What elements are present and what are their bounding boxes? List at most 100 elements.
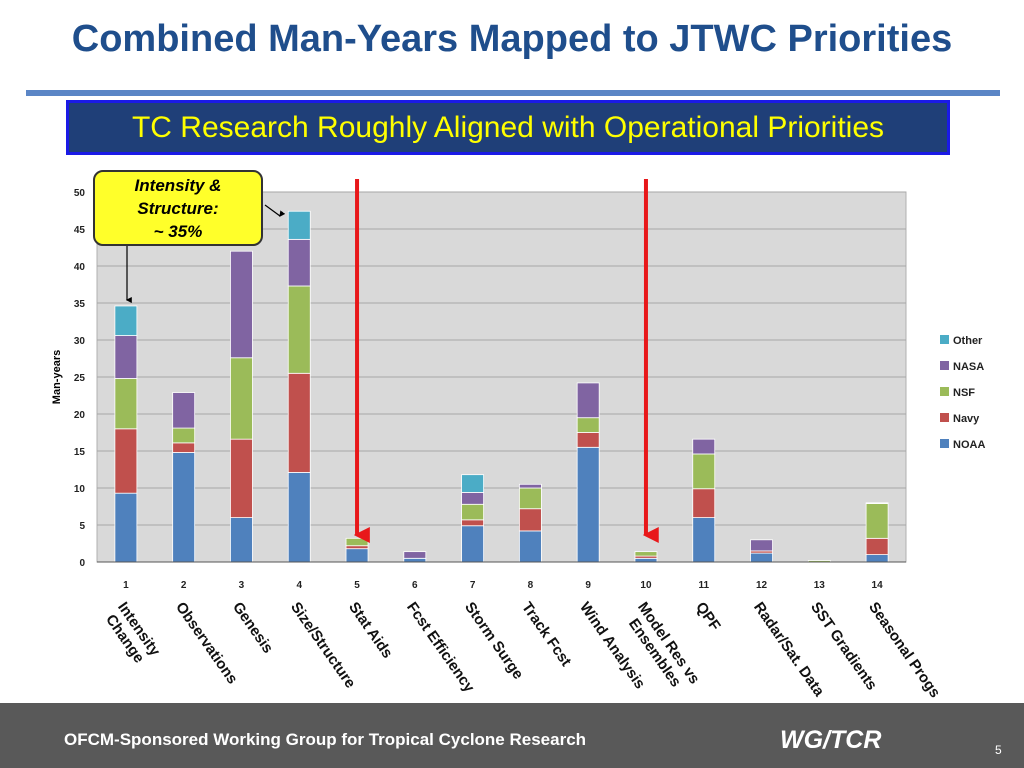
bar-segment-noaa <box>345 548 369 563</box>
y-tick-label: 50 <box>74 188 86 199</box>
bar-segment-noaa <box>865 554 889 563</box>
bar-segment-nasa <box>287 238 311 287</box>
bar-segment-navy <box>461 519 485 527</box>
bar-segment-noaa <box>172 452 196 563</box>
subtitle-banner: TC Research Roughly Aligned with Operati… <box>66 100 950 155</box>
legend-label-other: Other <box>953 335 983 347</box>
x-tick-label: 12 <box>756 580 768 591</box>
bar-segment-nasa <box>114 335 138 379</box>
category-label: Storm Surge <box>460 599 527 683</box>
x-tick-label: 5 <box>354 580 360 591</box>
footer-bar: OFCM-Sponsored Working Group for Tropica… <box>0 703 1024 768</box>
intensity-structure-callout: Intensity & Structure: ~ 35% <box>93 170 263 246</box>
y-tick-label: 20 <box>74 410 86 421</box>
bar-segment-nsf <box>345 537 369 547</box>
y-axis-label: Man-years <box>51 350 63 404</box>
title-divider <box>26 90 1000 96</box>
bar-segment-nsf <box>114 378 138 430</box>
category-label: QPF <box>691 599 724 635</box>
bar-segment-nsf <box>230 357 253 440</box>
x-tick-label: 11 <box>698 580 709 591</box>
bar-segment-nasa <box>692 438 716 455</box>
callout-arrow-4 <box>264 204 286 217</box>
legend: Other NASA NSF Navy NOAA <box>940 335 985 451</box>
y-tick-label: 30 <box>74 336 86 347</box>
slide-title: Combined Man-Years Mapped to JTWC Priori… <box>71 18 953 60</box>
bar-segment-nasa <box>750 539 773 552</box>
x-tick-label: 4 <box>296 580 302 591</box>
bar-segment-nsf <box>287 285 311 374</box>
callout-line-2: Structure: <box>137 199 219 218</box>
bar-segment-navy <box>692 488 716 518</box>
bar-segment-noaa <box>287 472 311 563</box>
bar-segment-navy <box>345 545 369 550</box>
legend-swatch-noaa <box>940 439 949 448</box>
legend-label-nasa: NASA <box>953 361 984 373</box>
footer-text: OFCM-Sponsored Working Group for Tropica… <box>64 730 587 749</box>
legend-swatch-other <box>940 335 949 344</box>
bar-segment-nasa <box>518 483 542 489</box>
bar-segment-navy <box>114 428 138 494</box>
category-label: Stat Aids <box>345 599 397 662</box>
legend-swatch-nsf <box>940 387 949 396</box>
y-tick-label: 5 <box>79 521 85 532</box>
bar-segment-noaa <box>692 517 716 563</box>
x-tick-label: 9 <box>585 580 591 591</box>
x-tick-label: 3 <box>239 580 245 591</box>
category-label: Observations <box>171 599 241 688</box>
bar-segment-other <box>461 474 485 493</box>
bar-segment-nsf <box>634 551 658 557</box>
x-tick-label: 8 <box>528 580 534 591</box>
callout-line-3: ~ 35% <box>153 222 203 241</box>
x-tick-label: 10 <box>640 580 652 591</box>
x-tick-label: 2 <box>181 580 187 591</box>
y-tick-label: 15 <box>74 447 86 458</box>
bar-segment-noaa <box>230 517 253 563</box>
footer-logo: WG/TCR <box>780 726 882 754</box>
bar-segment-nasa <box>230 250 253 359</box>
bar-segment-navy <box>230 438 253 519</box>
legend-label-navy: Navy <box>953 413 980 425</box>
bar-segment-nasa <box>576 382 600 419</box>
category-label: Genesis <box>229 599 277 657</box>
bar-segment-nsf <box>865 503 889 539</box>
y-tick-label: 35 <box>74 299 86 310</box>
bar-segment-navy <box>518 508 542 532</box>
y-tick-label: 10 <box>74 484 86 495</box>
bar-segment-navy <box>865 537 889 556</box>
x-tick-label: 7 <box>470 580 476 591</box>
y-tick-label: 0 <box>79 558 85 569</box>
x-tick-label: 6 <box>412 580 418 591</box>
bar-segment-noaa <box>634 557 658 563</box>
legend-label-nsf: NSF <box>953 387 975 399</box>
bar-segment-noaa <box>750 552 773 563</box>
legend-label-noaa: NOAA <box>953 439 985 451</box>
bar-segment-noaa <box>461 525 485 563</box>
bar-segment-nsf <box>461 503 485 521</box>
bar-segment-nsf <box>172 427 196 444</box>
bar-segment-navy <box>287 372 311 473</box>
y-tick-label: 45 <box>74 225 86 236</box>
bar-segment-navy <box>172 442 196 453</box>
bar-segment-nsf <box>576 417 600 433</box>
category-label: Intensity Change <box>101 599 164 667</box>
bar-segment-nasa <box>172 392 196 429</box>
bar-segment-nasa <box>865 502 889 504</box>
x-tick-label: 14 <box>872 580 884 591</box>
bar-segment-noaa <box>114 492 138 563</box>
bar-segment-other <box>114 305 138 336</box>
bar-segment-noaa <box>403 557 427 563</box>
y-tick-label: 25 <box>74 373 86 384</box>
bar-segment-other <box>287 210 311 240</box>
x-tick-label: 13 <box>814 580 826 591</box>
page-number: 5 <box>995 743 1002 757</box>
category-label: Track Fcst <box>518 599 575 670</box>
bar-segment-navy <box>576 432 600 448</box>
legend-swatch-nasa <box>940 361 949 370</box>
bar-segment-noaa <box>518 530 542 563</box>
legend-swatch-navy <box>940 413 949 422</box>
bar-segment-nasa <box>461 492 485 505</box>
x-tick-label: 1 <box>123 580 129 591</box>
